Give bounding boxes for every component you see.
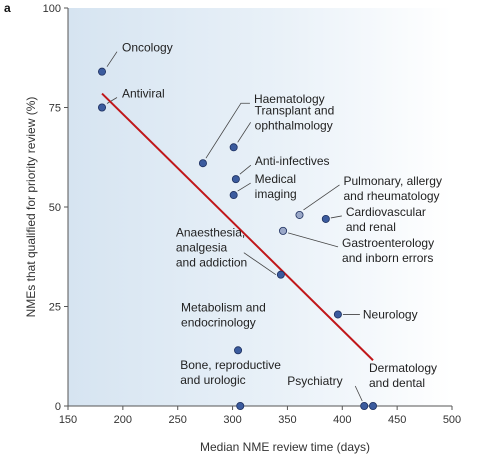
data-point — [229, 143, 238, 152]
panel-label: a — [4, 1, 11, 15]
annotation-leader — [106, 97, 118, 104]
point-label: analgesia — [176, 241, 228, 255]
point-label: Pulmonary, allergy — [343, 174, 441, 188]
x-tick-label: 450 — [388, 414, 406, 426]
annotation-leader — [303, 184, 340, 211]
point-label: and addiction — [176, 256, 247, 270]
annotation-leader — [237, 122, 252, 143]
data-point — [236, 401, 245, 410]
data-point — [276, 270, 285, 279]
point-label: Medical — [255, 172, 296, 186]
x-tick-label: 400 — [333, 414, 351, 426]
annotation-leader — [354, 385, 363, 402]
data-points — [98, 67, 378, 410]
x-tick-label: 350 — [278, 414, 296, 426]
point-label: and rheumatology — [343, 189, 439, 203]
annotation-leader — [239, 164, 252, 175]
point-label: Bone, reproductive — [180, 358, 281, 372]
point-label: Oncology — [122, 41, 173, 55]
point-label: and urologic — [180, 373, 245, 387]
data-point — [295, 210, 304, 219]
axes: 150 200 250 300 350 400 450 500 0 25 50 75 100 — [43, 3, 462, 426]
annotation-lines — [106, 51, 363, 402]
data-point — [333, 310, 342, 319]
annotation-leader — [106, 51, 118, 67]
point-label: Transplant and — [255, 103, 335, 117]
data-point — [321, 214, 330, 223]
y-tick-label: 100 — [43, 3, 61, 15]
point-label: Cardiovascular — [346, 205, 426, 219]
point-label: Anti-infectives — [255, 154, 330, 168]
annotation-leader — [330, 215, 342, 219]
data-point — [98, 103, 107, 112]
point-label: and dental — [369, 376, 425, 390]
data-point — [198, 159, 207, 168]
point-label: Antiviral — [122, 87, 165, 101]
point-label: Dermatology — [369, 361, 437, 375]
data-point — [279, 226, 288, 235]
point-label: Psychiatry — [287, 374, 342, 388]
point-label: ophthalmology — [255, 118, 333, 132]
point-label: Haematology — [254, 92, 325, 106]
annotation-leader — [287, 232, 339, 248]
x-tick-label: 500 — [443, 414, 461, 426]
y-tick-label: 0 — [55, 401, 61, 413]
trend-line — [101, 92, 374, 361]
x-tick-label: 150 — [59, 414, 77, 426]
y-tick-label: 75 — [49, 103, 61, 115]
y-tick-label: 50 — [49, 202, 61, 214]
point-label: imaging — [255, 187, 297, 201]
data-point — [229, 191, 238, 200]
point-label: Anaesthesia, — [176, 226, 245, 240]
point-label: and renal — [346, 220, 396, 234]
x-tick-label: 250 — [169, 414, 187, 426]
annotation-leader — [205, 102, 250, 159]
point-label: Gastroenterology — [342, 236, 434, 250]
data-point — [360, 401, 369, 410]
data-point — [231, 175, 240, 184]
data-point — [369, 401, 378, 410]
point-label: Neurology — [363, 307, 418, 321]
annotation-leader — [243, 252, 277, 275]
y-axis-title: NMEs that qualified for priority review … — [24, 97, 38, 318]
x-tick-label: 300 — [223, 414, 241, 426]
x-tick-label: 200 — [114, 414, 132, 426]
plot-background — [68, 8, 452, 406]
y-tick-label: 25 — [49, 302, 61, 314]
data-point — [98, 67, 107, 76]
annotation-leader — [237, 182, 251, 192]
point-label: Metabolism and — [181, 300, 266, 314]
data-point — [234, 346, 243, 355]
x-axis-title: Median NME review time (days) — [200, 440, 370, 454]
point-label: endocrinology — [181, 315, 256, 329]
point-label: and inborn errors — [342, 251, 433, 265]
